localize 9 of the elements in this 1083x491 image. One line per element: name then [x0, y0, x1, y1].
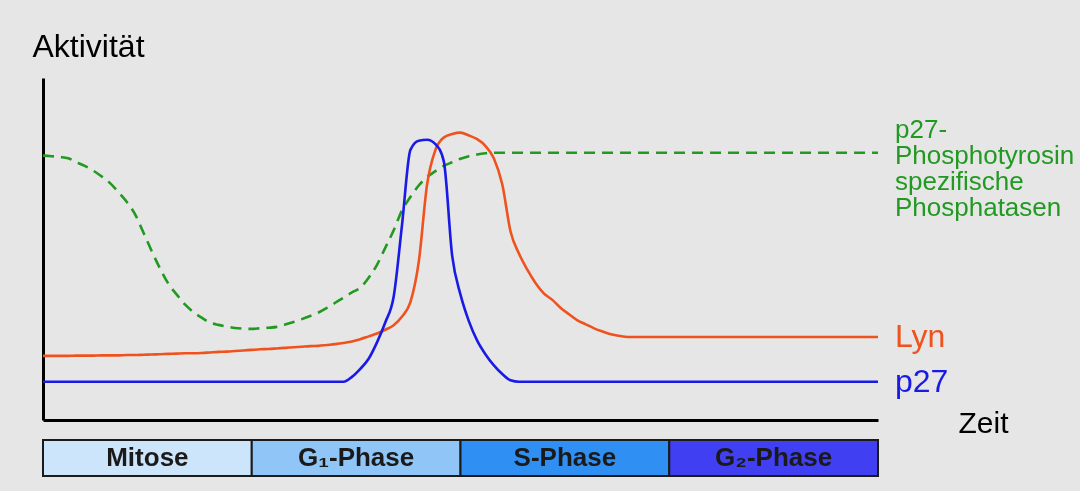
category-label: G₁-Phase: [298, 442, 415, 472]
series-label: p27: [895, 362, 949, 399]
y-axis-title: Aktivität: [32, 27, 145, 64]
category-label: Mitose: [106, 442, 189, 472]
series-label: p27-Phosphotyrosin spezifische Phosphatasen: [895, 113, 1075, 222]
category-label: S-Phase: [513, 442, 617, 472]
category-label: G₂-Phase: [715, 442, 833, 472]
x-axis-title: Zeit: [958, 405, 1010, 439]
series-label: Lyn: [895, 317, 946, 354]
